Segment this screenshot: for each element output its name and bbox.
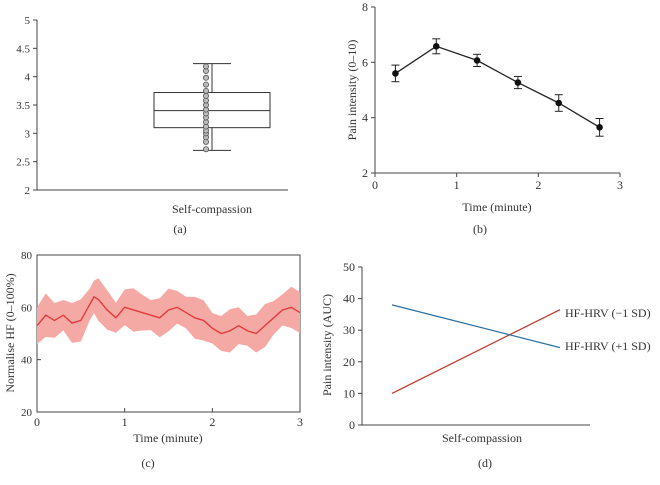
panel-c-caption: (c) xyxy=(141,456,154,470)
panel-d-series-line xyxy=(391,309,561,394)
panel-b-point xyxy=(514,79,522,86)
panel-a-y-tick-label: 5 xyxy=(25,15,31,27)
panel-b-caption: (b) xyxy=(473,222,487,236)
panel-b-series-line xyxy=(395,45,600,128)
panel-a-x-label: Self-compassion xyxy=(172,202,252,216)
panel-a-y-tick-label: 3 xyxy=(25,128,31,140)
panel-d-y-tick-label: 0 xyxy=(349,418,355,432)
panel-a-y-tick-label: 4.5 xyxy=(16,43,30,55)
panel-b-point xyxy=(473,57,481,64)
panel-d-series-line xyxy=(391,304,561,349)
panel-a-point xyxy=(202,87,209,94)
panel-a-box xyxy=(153,92,271,129)
panel-b-x-tick-label: 0 xyxy=(372,178,378,192)
panel-c-y-tick-label: 80 xyxy=(21,250,33,262)
panel-d-x-label: Self-compassion xyxy=(442,431,522,445)
panel-a-caption: (a) xyxy=(173,222,186,236)
panel-d-series-label: HF-HRV (+1 SD) xyxy=(565,339,651,353)
panel-b-y-tick-label: 6 xyxy=(362,55,368,69)
panel-c-y-tick-label: 20 xyxy=(21,407,33,419)
panel-a-y-tick-label: 2.5 xyxy=(16,157,30,169)
panel-c-y-label: Normalise HF (0–100%) xyxy=(3,273,17,392)
panel-d-y-label: Pain intensity (AUC) xyxy=(320,294,334,396)
panel-c-x-tick-label: 2 xyxy=(209,415,215,429)
panel-c-confidence-band xyxy=(37,278,300,353)
panel-c-x-label: Time (minute) xyxy=(133,431,202,445)
panel-a-y-tick-label: 3.5 xyxy=(16,100,30,112)
panel-b-point xyxy=(392,70,399,77)
panel-d-y-tick-label: 10 xyxy=(343,386,355,400)
panel-b-y-tick-label: 8 xyxy=(362,0,368,14)
panel-c-x-tick-label: 3 xyxy=(297,415,303,429)
panel-d-caption: (d) xyxy=(478,456,492,470)
panel-c-x-tick-label: 1 xyxy=(122,415,128,429)
panel-d-y-tick-label: 30 xyxy=(343,323,355,337)
panel-d-y-tick-label: 40 xyxy=(343,292,355,306)
panel-b-point xyxy=(555,99,563,107)
panel-b-point xyxy=(432,42,440,50)
panel-b-x-tick-label: 1 xyxy=(454,178,460,192)
panel-b-x-tick-label: 3 xyxy=(617,178,623,192)
panel-a-point xyxy=(202,63,209,70)
panel-c-x-tick-label: 0 xyxy=(34,415,40,429)
panel-a-point xyxy=(202,81,209,88)
panel-b-y-label: Pain intensity (0–10) xyxy=(345,40,359,141)
panel-a-point xyxy=(202,146,209,153)
panel-b-x-label: Time (minute) xyxy=(462,200,531,214)
panel-a-point xyxy=(202,92,209,99)
panel-b-y-tick-label: 4 xyxy=(362,111,368,125)
panel-d-series-label: HF-HRV (−1 SD) xyxy=(565,306,651,320)
panel-d-y-tick-label: 20 xyxy=(343,355,355,369)
panel-a-y-tick-label: 2 xyxy=(25,185,31,197)
panel-c-y-tick-label: 40 xyxy=(21,355,33,367)
panel-c-series-line xyxy=(36,295,301,335)
panel-d-y-tick-label: 50 xyxy=(343,260,355,274)
panel-a-y-tick-label: 4 xyxy=(25,72,31,84)
panel-b-point xyxy=(596,124,603,131)
panel-a-point xyxy=(202,74,209,81)
panel-b-y-tick-label: 2 xyxy=(362,166,368,180)
panel-c-y-tick-label: 60 xyxy=(21,302,33,314)
panel-b-x-tick-label: 2 xyxy=(535,178,541,192)
